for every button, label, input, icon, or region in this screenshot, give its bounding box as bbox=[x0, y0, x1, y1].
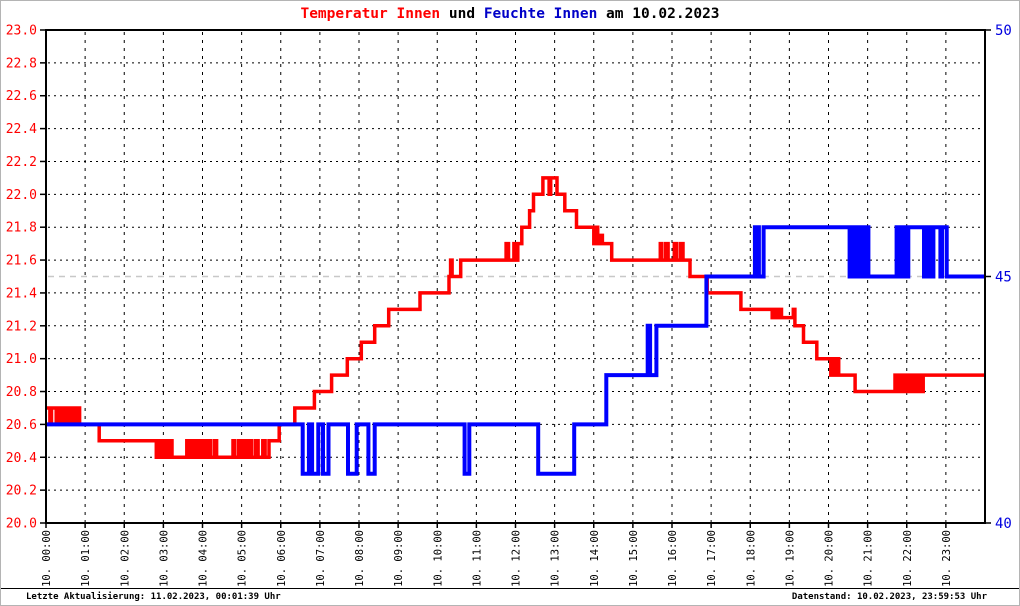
x-tick-label: 10. 16:00 bbox=[667, 530, 679, 587]
x-tick-label: 10. 06:00 bbox=[276, 530, 288, 587]
humidity-series-line bbox=[46, 225, 985, 476]
title-und-label: und bbox=[440, 6, 484, 22]
y-left-tick-label: 20.4 bbox=[6, 451, 37, 466]
y-left-tick-label: 21.4 bbox=[6, 286, 37, 301]
x-tick-label: 10. 05:00 bbox=[237, 530, 249, 587]
y-left-tick-label: 22.4 bbox=[6, 122, 37, 137]
x-tick-label: 10. 13:00 bbox=[550, 530, 562, 587]
x-tick-label: 10. 08:00 bbox=[354, 530, 366, 587]
x-tick-label: 10. 11:00 bbox=[471, 530, 483, 587]
y-left-tick-label: 21.8 bbox=[6, 221, 37, 236]
x-tick-label: 10. 14:00 bbox=[589, 530, 601, 587]
title-humidity-label: Feuchte Innen bbox=[483, 6, 598, 22]
data-timestamp-text: Datenstand: 10.02.2023, 23:59:53 Uhr bbox=[791, 592, 987, 602]
x-tick-label: 10. 02:00 bbox=[119, 530, 131, 587]
x-tick-label: 10. 15:00 bbox=[628, 530, 640, 587]
x-tick-label: 10. 17:00 bbox=[706, 530, 718, 587]
y-left-tick-label: 20.0 bbox=[6, 517, 37, 532]
x-tick-label: 10. 20:00 bbox=[824, 530, 836, 587]
x-tick-label: 10. 01:00 bbox=[80, 530, 92, 587]
y-left-tick-label: 21.0 bbox=[6, 352, 37, 367]
last-update-text: Letzte Aktualisierung: 11.02.2023, 00:01… bbox=[26, 592, 281, 602]
y-left-tick-label: 23.0 bbox=[6, 24, 37, 39]
chart-title: Temperatur Innen und Feuchte Innen am 10… bbox=[1, 6, 1019, 22]
y-left-tick-label: 20.2 bbox=[6, 484, 37, 499]
x-tick-label: 10. 18:00 bbox=[745, 530, 757, 587]
x-tick-label: 10. 10:00 bbox=[432, 530, 444, 587]
x-tick-label: 10. 04:00 bbox=[198, 530, 210, 587]
y-axis-left-labels: 23.0 22.8 22.6 22.4 22.2 22.0 21.8 21.6 21.4 21.2… bbox=[6, 24, 46, 532]
x-tick-label: 10. 00:00 bbox=[41, 530, 53, 587]
x-tick-label: 10. 23:00 bbox=[941, 530, 953, 587]
y-right-tick-label: 40 bbox=[995, 516, 1012, 532]
x-tick-label: 10. 21:00 bbox=[863, 530, 875, 587]
y-left-tick-label: 20.6 bbox=[6, 418, 37, 433]
y-left-tick-label: 20.8 bbox=[6, 385, 37, 400]
title-temperature-label: Temperatur Innen bbox=[300, 6, 441, 22]
x-tick-label: 10. 12:00 bbox=[511, 530, 523, 587]
y-right-tick-label: 45 bbox=[995, 270, 1012, 286]
y-left-tick-label: 21.2 bbox=[6, 319, 37, 334]
x-tick-label: 10. 03:00 bbox=[158, 530, 170, 587]
y-left-tick-label: 22.2 bbox=[6, 155, 37, 170]
y-left-tick-label: 21.6 bbox=[6, 254, 37, 269]
x-axis-labels: 10. 00:00 10. 01:00 10. 02:00 10. 03:00 10. … bbox=[41, 523, 953, 587]
y-left-tick-label: 22.6 bbox=[6, 89, 37, 104]
x-tick-label: 10. 07:00 bbox=[315, 530, 327, 587]
y-left-tick-label: 22.0 bbox=[6, 188, 37, 203]
y-left-tick-label: 22.8 bbox=[6, 56, 37, 71]
x-tick-label: 10. 09:00 bbox=[393, 530, 405, 587]
y-axis-right-labels: 50 45 40 bbox=[985, 23, 1012, 532]
title-date-label: am 10.02.2023 bbox=[597, 6, 720, 22]
temperature-series-line bbox=[46, 176, 985, 460]
footer-divider-line bbox=[1, 588, 1019, 589]
y-right-tick-label: 50 bbox=[995, 23, 1012, 39]
x-tick-label: 10. 19:00 bbox=[784, 530, 796, 587]
x-tick-label: 10. 22:00 bbox=[902, 530, 914, 587]
